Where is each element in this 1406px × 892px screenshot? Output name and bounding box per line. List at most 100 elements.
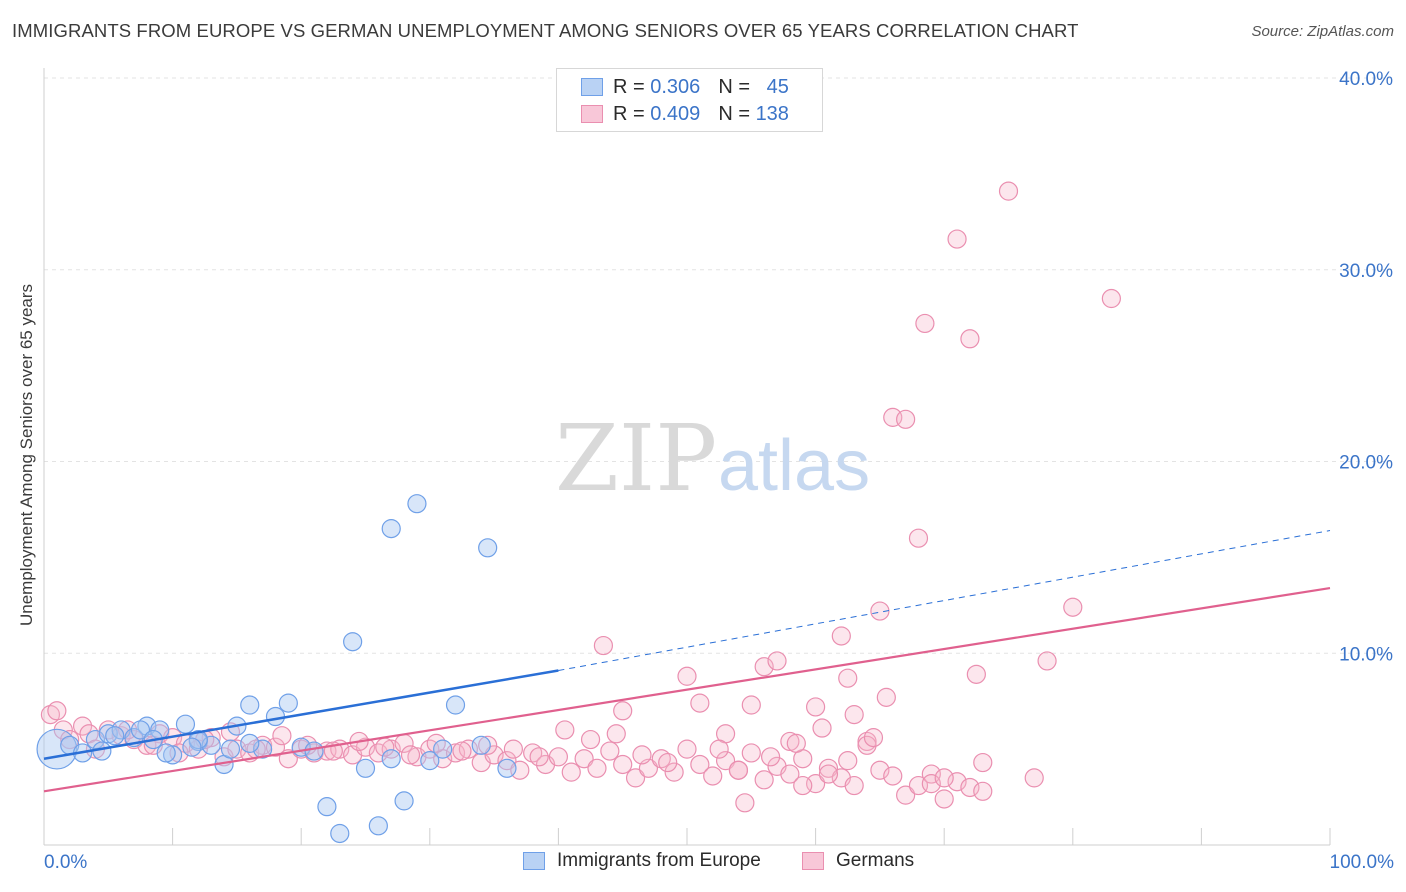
germans-trend-line <box>43 586 1331 793</box>
germans-point <box>72 716 93 736</box>
immigrants-point <box>130 720 151 740</box>
germans-point <box>896 409 916 429</box>
germans-point <box>960 329 980 349</box>
germans-point <box>613 701 633 721</box>
germans-point <box>934 789 954 809</box>
germans-point <box>625 768 646 788</box>
immigrants-point <box>478 538 498 558</box>
immigrants-point <box>343 632 363 652</box>
germans-point <box>896 785 916 805</box>
germans-point <box>452 741 472 761</box>
immigrants-point <box>317 797 337 817</box>
germans-point <box>767 651 787 671</box>
immigrants-point <box>240 733 260 753</box>
germans-point <box>677 666 697 686</box>
germans-point <box>812 718 832 738</box>
immigrants-point <box>278 693 298 713</box>
immigrants-point <box>175 714 196 734</box>
germans-point <box>60 729 80 750</box>
trend-lines <box>43 530 1331 793</box>
immigrants-point <box>381 749 401 769</box>
germans-point <box>497 751 517 771</box>
germans-point <box>548 747 569 767</box>
axes <box>43 68 1331 846</box>
legend-row-germans: R = 0.409 N = 138 <box>557 101 789 127</box>
immigrants-point <box>394 791 414 811</box>
germans-point <box>754 770 774 790</box>
chart-source: Source: ZipAtlas.com <box>1251 23 1394 40</box>
germans-point <box>574 749 594 769</box>
series-swatch-blue <box>523 852 545 870</box>
immigrants-point <box>381 519 401 539</box>
germans-point <box>818 758 839 778</box>
legend-r-label: R = <box>613 75 645 98</box>
germans-point <box>658 752 678 773</box>
gridlines <box>44 77 1392 654</box>
immigrants-point <box>471 735 491 755</box>
germans-point <box>1037 651 1057 671</box>
germans-point <box>709 739 729 759</box>
legend-n-value: 45 <box>766 75 789 98</box>
germans-point <box>908 528 929 548</box>
immigrants-point <box>156 743 176 763</box>
y-tick-label: 40.0% <box>1339 69 1393 90</box>
germans-point <box>857 735 877 755</box>
immigrants-points <box>36 494 517 844</box>
germans-point <box>613 754 633 775</box>
legend-n-value: 138 <box>755 102 789 125</box>
germans-point <box>632 745 652 765</box>
germans-point <box>844 775 864 796</box>
y-tick-labels: 10.0% 20.0% 30.0% 40.0% <box>1339 69 1393 665</box>
immigrants-point <box>304 741 324 761</box>
germans-point <box>561 762 581 782</box>
germans-point <box>741 743 761 763</box>
x-tick-max: 100.0% <box>1329 852 1394 873</box>
legend-r-label: R = <box>613 102 645 125</box>
germans-point <box>703 766 723 786</box>
germans-point <box>934 768 954 788</box>
immigrants-point <box>445 695 466 715</box>
y-tick-label: 20.0% <box>1339 453 1393 474</box>
immigrants-point <box>240 695 260 715</box>
germans-point <box>786 733 806 753</box>
germans-point <box>844 705 864 725</box>
germans-point <box>780 764 800 784</box>
germans-point <box>947 229 967 249</box>
legend-n-label: N = <box>718 102 750 125</box>
immigrants-point <box>330 823 350 844</box>
germans-point <box>838 751 858 771</box>
germans-point <box>1063 597 1083 617</box>
germans-point <box>1101 288 1121 309</box>
germans-point <box>593 635 614 656</box>
legend-row-immigrants: R = 0.306 N = 45 <box>557 74 789 100</box>
immigrants-point <box>368 816 388 836</box>
germans-point <box>876 687 896 707</box>
legend-n-label: N = <box>718 75 750 98</box>
germans-point <box>960 777 980 798</box>
germans-point <box>805 697 826 717</box>
germans-point <box>677 739 697 759</box>
germans-point <box>728 760 749 780</box>
immigrants-trend-line <box>43 669 559 760</box>
germans-point <box>838 668 858 688</box>
chart-title: IMMIGRANTS FROM EUROPE VS GERMAN UNEMPLO… <box>12 20 1079 41</box>
series-name-germans: Germans <box>836 850 915 871</box>
germans-point <box>831 626 851 646</box>
germans-point <box>587 758 607 778</box>
germans-point <box>966 664 986 684</box>
immigrants-point <box>355 758 376 778</box>
germans-point <box>998 181 1019 201</box>
immigrants-point <box>188 729 208 750</box>
watermark-atlas: atlas <box>718 426 870 506</box>
germans-point <box>272 726 292 746</box>
germans-point <box>863 728 884 748</box>
germans-point <box>690 754 710 775</box>
germans-point <box>47 701 67 721</box>
germans-point <box>606 724 626 744</box>
legend-swatch-pink <box>581 105 603 123</box>
immigrants-trend-extension <box>558 530 1331 671</box>
legend-r-value: 0.409 <box>650 102 701 125</box>
series-swatch-pink <box>802 852 824 870</box>
immigrants-point <box>433 739 453 759</box>
germans-point <box>870 601 890 621</box>
